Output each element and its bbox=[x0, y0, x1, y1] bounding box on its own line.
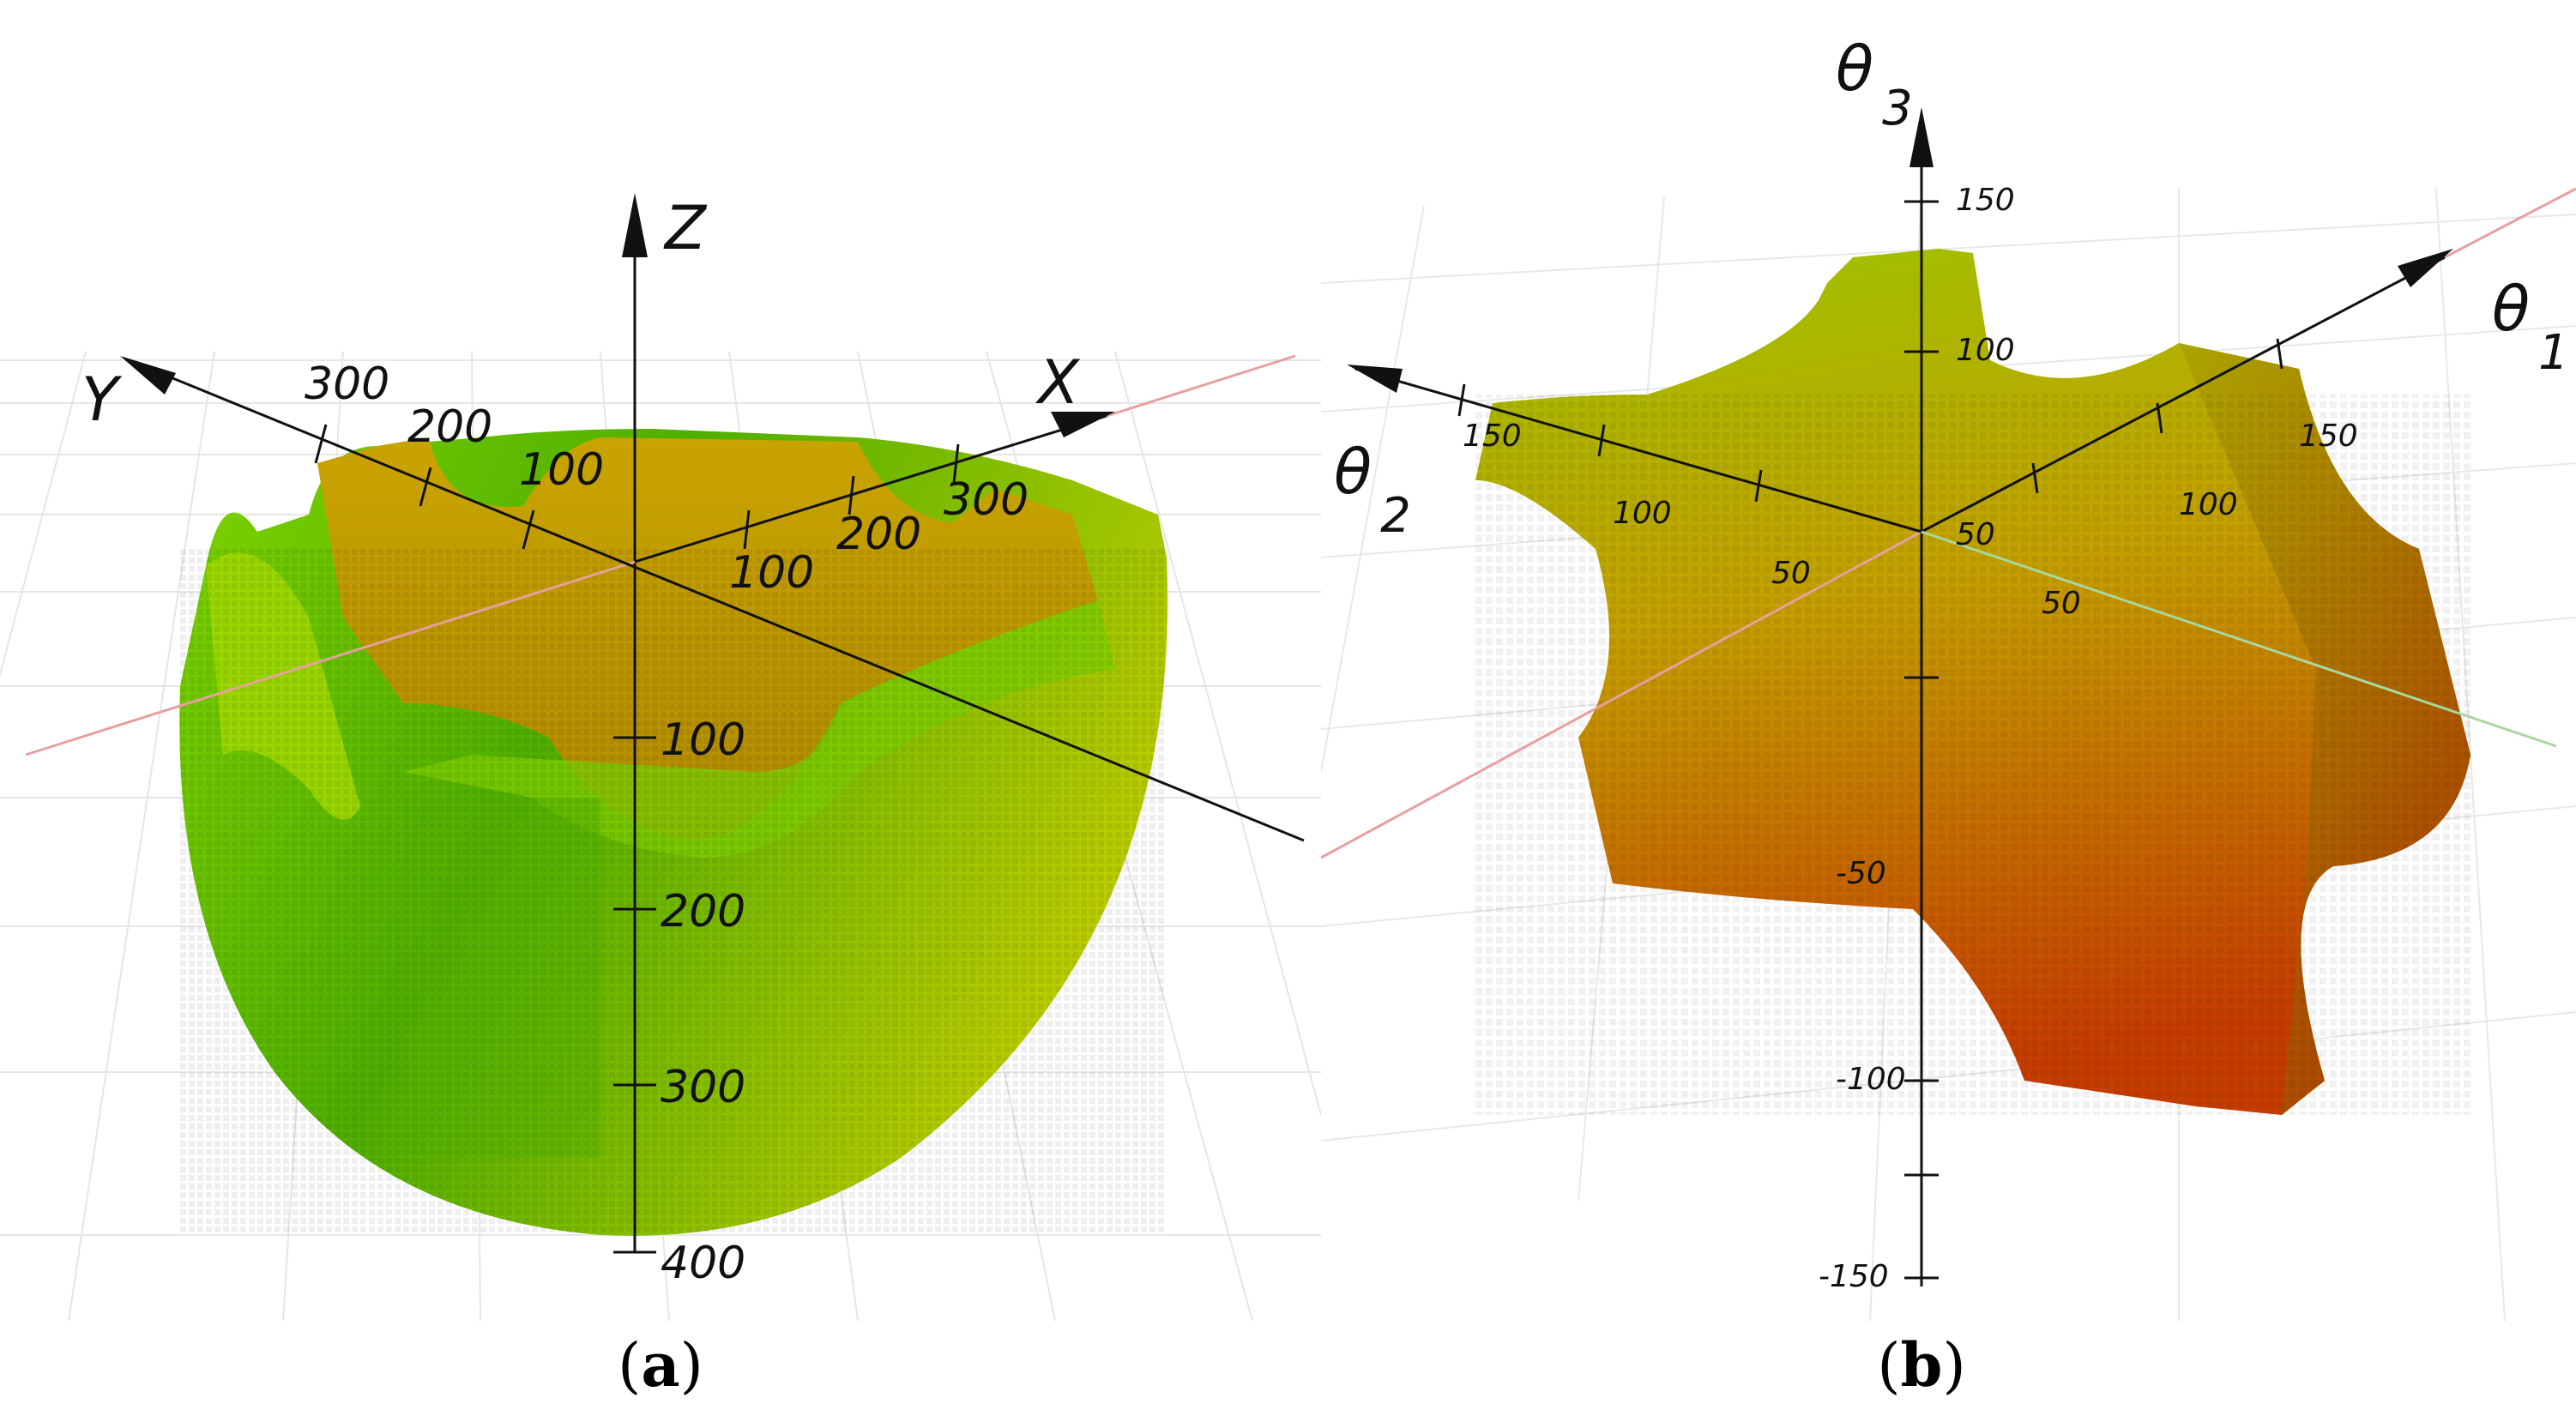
t2-tick-100: 100 bbox=[1613, 496, 1672, 531]
t2-tick-50: 50 bbox=[1771, 556, 1811, 591]
z-tick-200: 200 bbox=[661, 886, 745, 937]
x-tick-300: 300 bbox=[944, 474, 1029, 526]
axis-label-theta2: θ2 bbox=[1334, 436, 1411, 544]
z-tick-300: 300 bbox=[661, 1062, 745, 1113]
ticks-a bbox=[314, 424, 960, 1254]
z-tick-400: 400 bbox=[661, 1238, 745, 1289]
arrowheads-a bbox=[120, 193, 1115, 437]
axes-a bbox=[25, 202, 1305, 1254]
t1-tick-150: 150 bbox=[2299, 419, 2358, 454]
axes-b bbox=[1321, 120, 2576, 1286]
axis-label-y: Y bbox=[81, 365, 123, 435]
panel-b-figure: θ3 θ1 θ2 150 100 50 -50 -100 -150 50 100… bbox=[1321, 33, 2576, 1321]
panel-a: Z X Y 100 200 300 100 200 300 100 200 30… bbox=[0, 193, 1321, 1401]
t3-tick-neg100: -100 bbox=[1836, 1062, 1906, 1097]
panel-a-figure: Z X Y 100 200 300 100 200 300 100 200 30… bbox=[0, 193, 1321, 1321]
t3-tick-neg50: -50 bbox=[1836, 856, 1886, 891]
axis-label-theta1: θ1 bbox=[2492, 273, 2569, 381]
y-tick-300: 300 bbox=[305, 359, 389, 410]
voxel-bowl bbox=[179, 429, 1168, 1236]
caption-a-letter: a bbox=[641, 1329, 680, 1401]
t3-tick-100: 100 bbox=[1956, 333, 2015, 368]
t1-tick-50: 50 bbox=[2042, 586, 2081, 621]
panel-b: θ3 θ1 θ2 150 100 50 -50 -100 -150 50 100… bbox=[1321, 0, 2576, 1416]
caption-b-letter: b bbox=[1900, 1329, 1943, 1401]
caption-b: (b) bbox=[1877, 1329, 1966, 1401]
x-tick-100: 100 bbox=[729, 547, 814, 599]
axis-label-theta3: θ3 bbox=[1836, 33, 1913, 136]
t3-tick-150: 150 bbox=[1956, 183, 2015, 218]
y-tick-200: 200 bbox=[407, 401, 492, 453]
voxel-star bbox=[1475, 249, 2470, 1115]
axis-label-x: X bbox=[1035, 347, 1081, 418]
t1-tick-100: 100 bbox=[2179, 487, 2238, 522]
t3-tick-neg150: -150 bbox=[1819, 1259, 1889, 1294]
t2-tick-150: 150 bbox=[1463, 419, 1522, 454]
x-tick-200: 200 bbox=[836, 509, 921, 560]
t3-tick-50: 50 bbox=[1956, 517, 1995, 552]
z-tick-100: 100 bbox=[661, 714, 745, 766]
arrowheads-b bbox=[1347, 107, 2453, 393]
y-tick-100: 100 bbox=[519, 444, 604, 496]
caption-a: (a) bbox=[618, 1329, 703, 1401]
axis-label-z: Z bbox=[663, 193, 708, 263]
